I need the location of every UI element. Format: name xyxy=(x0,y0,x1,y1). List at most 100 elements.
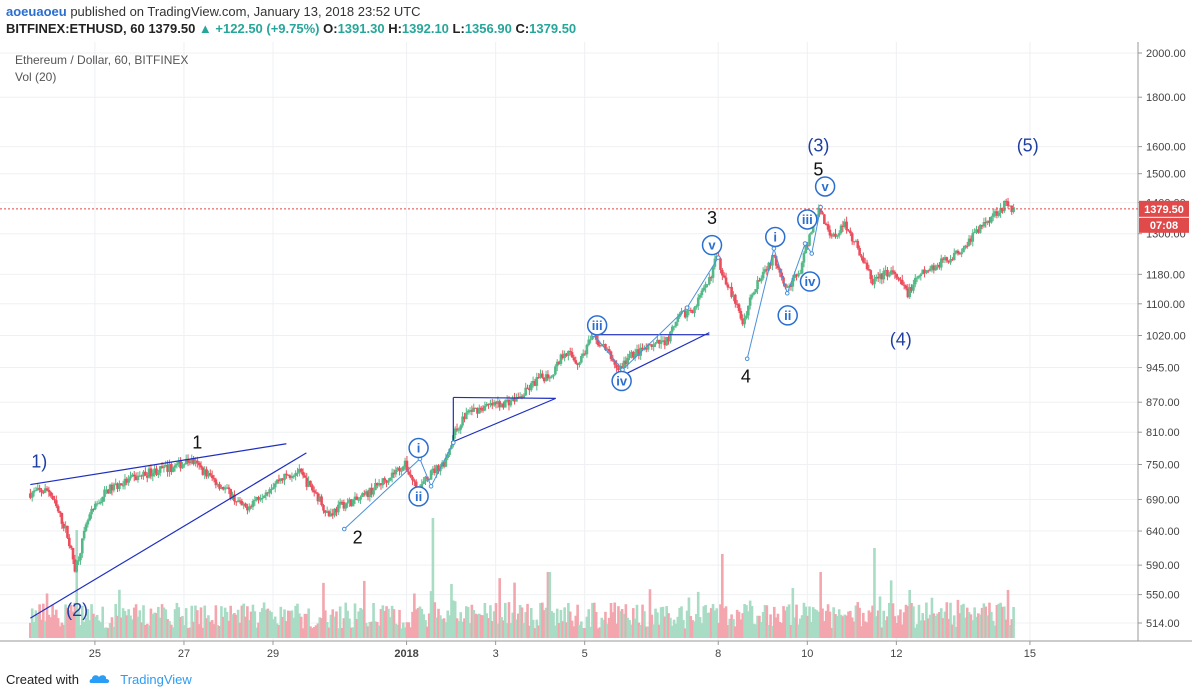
time-axis[interactable]: 25 27 29 2018 3 5 8 10 12 15 xyxy=(89,641,1036,660)
wave-circle-label: iii xyxy=(802,212,813,227)
volume-bar xyxy=(459,612,463,638)
candle-body xyxy=(151,473,155,477)
volume-bar xyxy=(125,615,129,638)
plot-background[interactable] xyxy=(0,42,1138,641)
volume-bar xyxy=(439,615,442,638)
candle-body xyxy=(624,360,628,365)
volume-bar xyxy=(767,624,771,638)
volume-bar xyxy=(190,605,194,638)
candle-body xyxy=(281,478,284,481)
volume-bar xyxy=(151,613,155,638)
candle-body xyxy=(108,484,112,494)
volume-bar xyxy=(754,624,758,638)
candle-body xyxy=(273,483,277,488)
volume-bar xyxy=(1001,606,1004,638)
volume-bar xyxy=(542,610,546,638)
volume-bar xyxy=(97,620,101,638)
volume-bar xyxy=(661,606,665,638)
price-tick-label: 1800.00 xyxy=(1146,92,1186,104)
volume-bar xyxy=(357,611,361,638)
tradingview-brand-link[interactable]: TradingView xyxy=(120,672,192,687)
candle-body xyxy=(891,270,895,272)
volume-bar xyxy=(203,605,207,638)
candle-body xyxy=(882,270,886,280)
volume-bar xyxy=(502,620,505,638)
candle-body xyxy=(208,473,212,476)
wave-circle-icon xyxy=(611,370,632,392)
candle-body xyxy=(1001,207,1004,212)
volume-bar xyxy=(342,618,346,638)
volume-bar xyxy=(303,613,307,638)
volume-bar xyxy=(446,610,450,638)
candle-body xyxy=(73,559,77,572)
volume-bar xyxy=(706,612,709,638)
candle-body xyxy=(247,506,251,511)
volume-legend[interactable]: Vol (20) xyxy=(15,70,57,84)
volume-bar xyxy=(938,611,941,638)
candle-body xyxy=(552,374,555,377)
volume-bar xyxy=(60,622,64,638)
volume-bar xyxy=(787,604,791,638)
volume-bar xyxy=(550,611,553,638)
candle-body xyxy=(474,407,477,409)
volume-bar xyxy=(431,518,435,638)
price-tick-label: 1600.00 xyxy=(1146,142,1186,154)
volume-bar xyxy=(283,609,286,638)
price-axis[interactable]: 514.00 550.00 590.00 640.00 690.00 750.00 810.… xyxy=(1138,48,1186,630)
volume-bar xyxy=(142,605,145,638)
author-name[interactable]: aoeuaoeu xyxy=(6,4,67,19)
volume-bar xyxy=(420,608,424,638)
candle-body xyxy=(398,467,401,472)
candle-body xyxy=(173,465,177,468)
volume-bar xyxy=(524,612,527,638)
volume-bar xyxy=(659,607,663,638)
volume-bar xyxy=(210,620,214,638)
series-legend[interactable]: Ethereum / Dollar, 60, BITFINEX xyxy=(15,53,189,67)
open-value: 1391.30 xyxy=(337,21,385,36)
volume-bar xyxy=(157,606,160,638)
volume-bar xyxy=(912,606,915,638)
volume-bar xyxy=(170,624,173,638)
candle-body xyxy=(867,269,871,271)
candle-body xyxy=(105,489,108,491)
last-price-text: 1379.50 xyxy=(1144,204,1184,216)
volume-bar xyxy=(503,602,507,638)
volume-bar xyxy=(92,613,95,638)
candle-body xyxy=(711,266,715,278)
candle-body xyxy=(567,351,570,356)
volume-bar xyxy=(153,612,156,638)
volume-bar xyxy=(785,606,789,638)
volume-bars xyxy=(29,518,1015,638)
candle-body xyxy=(930,265,934,269)
volume-bar xyxy=(891,603,895,638)
candle-body xyxy=(503,400,507,408)
volume-bar xyxy=(496,623,500,638)
volume-bar xyxy=(598,627,602,638)
volume-bar xyxy=(272,619,275,638)
candle-body xyxy=(691,310,694,314)
volume-bar xyxy=(711,604,715,638)
candle-body xyxy=(368,487,372,498)
candle-body xyxy=(587,339,591,345)
candle-body xyxy=(223,488,227,490)
volume-bar xyxy=(654,608,657,638)
candle-body xyxy=(570,352,574,358)
candle-body xyxy=(596,339,600,346)
candle-body xyxy=(880,273,884,280)
candle-body xyxy=(732,294,735,297)
time-tick-label: 27 xyxy=(178,648,190,660)
candle-body xyxy=(43,488,47,493)
volume-bar xyxy=(991,620,995,638)
wave-label: (4) xyxy=(890,330,912,350)
volume-bar xyxy=(900,624,904,638)
volume-bar xyxy=(40,619,43,638)
candle-body xyxy=(841,225,845,227)
candle-body xyxy=(871,279,874,285)
candle-body xyxy=(836,235,839,237)
candle-body xyxy=(689,310,693,312)
candle-body xyxy=(626,357,630,365)
volume-bar xyxy=(715,608,719,638)
candle-body xyxy=(279,478,283,482)
volume-bar xyxy=(515,619,518,638)
